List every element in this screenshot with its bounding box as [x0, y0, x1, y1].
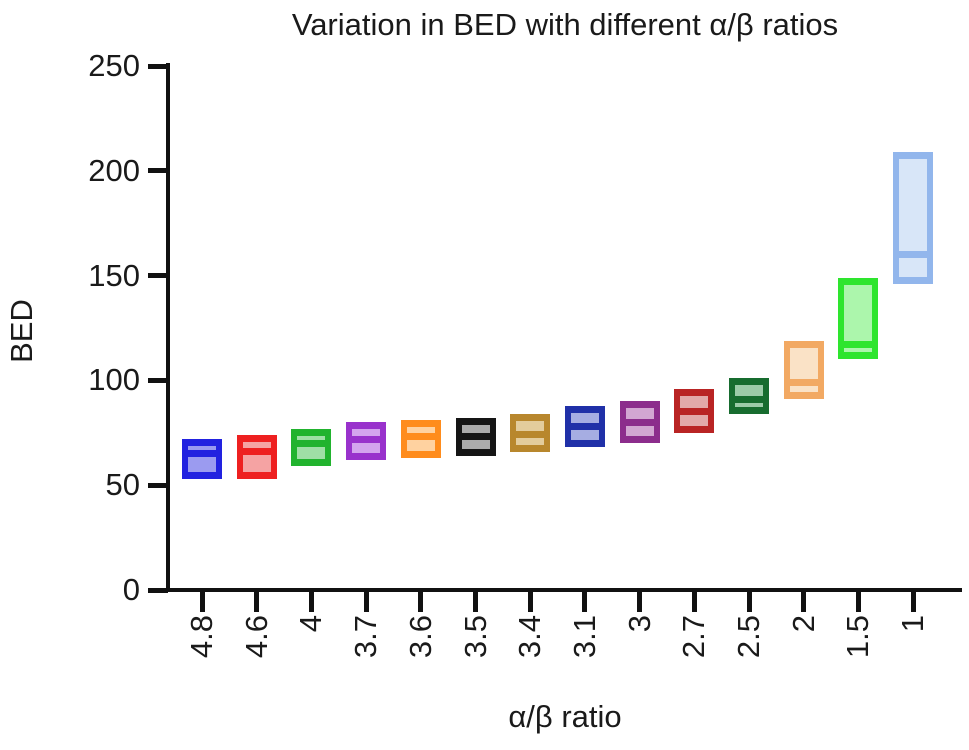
bar-mean-line — [406, 433, 435, 441]
floating-bar-ratio-4.6 — [236, 434, 277, 479]
floating-bar-ratio-3.1 — [564, 405, 605, 448]
bar-mean-line — [242, 448, 271, 456]
bar-mean-line — [352, 435, 381, 443]
x-tick-label-2: 2 — [785, 615, 821, 633]
x-tick-label-3.4: 3.4 — [512, 615, 548, 659]
y-tick-250 — [148, 63, 168, 69]
y-tick-50 — [148, 482, 168, 488]
x-tick-label-1: 1 — [895, 615, 931, 633]
x-tick-4.6 — [254, 592, 260, 612]
y-tick-label-100: 100 — [88, 362, 140, 398]
y-tick-label-50: 50 — [105, 467, 140, 503]
floating-bar-ratio-3.5 — [455, 418, 496, 456]
bar-mean-line — [844, 341, 873, 349]
floating-bar-ratio-3.4 — [510, 413, 551, 452]
y-axis-title: BED — [4, 299, 39, 363]
y-tick-label-0: 0 — [122, 572, 140, 607]
x-tick-3.1 — [582, 592, 588, 612]
bar-mean-line — [625, 418, 654, 426]
bar-mean-line — [297, 439, 326, 447]
floating-bar-ratio-4 — [291, 428, 332, 467]
x-tick-3 — [637, 592, 643, 612]
bar-range-fill — [899, 158, 928, 277]
x-tick-4.8 — [199, 592, 205, 612]
x-tick-3.5 — [473, 592, 478, 612]
floating-bar-ratio-3.6 — [400, 420, 441, 458]
x-tick-3.4 — [527, 592, 533, 612]
y-tick-200 — [148, 168, 168, 174]
floating-bar-ratio-1 — [893, 151, 934, 284]
x-tick-label-2.5: 2.5 — [731, 615, 766, 659]
x-tick-label-3: 3 — [621, 615, 657, 633]
x-tick-label-3.6: 3.6 — [402, 615, 438, 659]
x-tick-3.7 — [363, 592, 369, 612]
chart-title: Variation in BED with different α/β rati… — [291, 7, 839, 42]
x-tick-1 — [910, 592, 916, 612]
x-tick-label-3.7: 3.7 — [348, 615, 384, 659]
bar-mean-line — [789, 378, 818, 386]
x-tick-label-1.5: 1.5 — [840, 615, 876, 659]
bar-mean-line — [680, 408, 709, 416]
bar-mean-line — [899, 251, 928, 259]
y-tick-100 — [148, 377, 168, 383]
y-tick-label-150: 150 — [88, 257, 140, 293]
x-axis-line — [166, 588, 962, 592]
bar-mean-line — [461, 433, 490, 441]
floating-bar-ratio-4.8 — [182, 439, 222, 479]
x-tick-label-4.8: 4.8 — [184, 615, 219, 659]
floating-bar-ratio-1.5 — [838, 277, 879, 360]
floating-bar-ratio-3 — [619, 401, 660, 444]
floating-bar-ratio-3.7 — [346, 422, 387, 461]
bar-mean-line — [516, 431, 545, 439]
x-tick-4 — [308, 592, 314, 612]
x-tick-label-3.1: 3.1 — [566, 615, 602, 659]
x-tick-label-4.6: 4.6 — [238, 615, 274, 659]
x-tick-2.5 — [746, 592, 752, 612]
x-tick-2.7 — [691, 592, 697, 612]
y-axis-line — [166, 63, 170, 592]
bar-range-fill — [242, 441, 271, 472]
x-tick-3.6 — [418, 592, 424, 612]
x-axis-title: α/β ratio — [508, 699, 622, 734]
x-tick-label-2.7: 2.7 — [676, 615, 712, 659]
floating-bar-ratio-2 — [783, 340, 824, 400]
x-tick-1.5 — [855, 592, 861, 612]
y-tick-150 — [148, 273, 168, 279]
x-tick-2 — [801, 592, 807, 612]
y-tick-label-200: 200 — [88, 152, 140, 188]
y-tick-0 — [148, 587, 168, 593]
bar-mean-line — [188, 450, 216, 458]
bar-range-fill — [844, 284, 873, 353]
y-tick-label-250: 250 — [88, 48, 140, 83]
x-tick-label-4: 4 — [293, 615, 329, 633]
bar-mean-line — [570, 423, 599, 430]
floating-bar-ratio-2.7 — [674, 388, 715, 433]
floating-bar-ratio-2.5 — [729, 378, 769, 414]
x-tick-label-3.5: 3.5 — [457, 615, 493, 659]
bar-mean-line — [735, 395, 763, 403]
